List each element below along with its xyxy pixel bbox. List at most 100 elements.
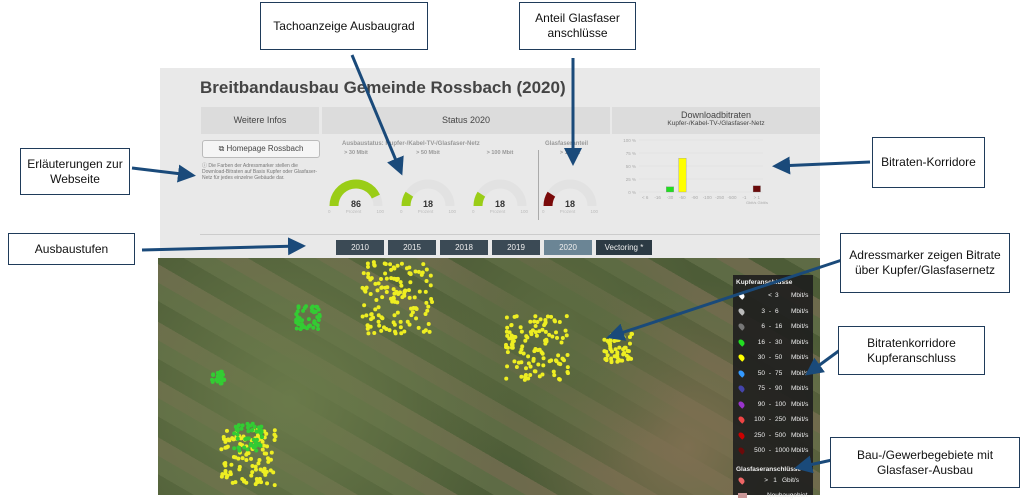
address-marker [272,483,277,488]
legend-sep: - [768,338,772,346]
address-marker [427,329,432,334]
gauge-fill [329,179,380,207]
address-marker [294,326,299,331]
glas-title: Glasfaseranteil [545,141,589,147]
address-marker [417,289,422,294]
address-marker [405,319,410,324]
divider [538,150,539,220]
address-marker [383,285,388,290]
address-marker [522,377,527,382]
x-tick-label: -16 [654,195,661,200]
legend-unit: Mbit/s [791,369,809,377]
address-marker [528,364,533,369]
address-marker [627,341,632,346]
address-marker [524,334,529,339]
address-marker [219,447,224,452]
address-marker [389,267,394,272]
gauge: > 30 Mbit 86 0 Prozent 100 [328,150,384,214]
address-marker [376,305,381,310]
address-marker [532,349,537,354]
address-marker [250,463,255,468]
address-marker [392,313,397,318]
address-marker [626,357,631,362]
address-marker [512,334,517,339]
address-marker [556,353,561,358]
address-marker [393,331,398,336]
address-marker [559,340,564,345]
map-view[interactable] [158,258,820,495]
address-marker [388,296,393,301]
bitrate-chart: 100 %75 %50 %25 %0 %< 6 -16 -30 -50 -90 -100-… [623,138,768,205]
legend-sep: - [768,416,772,424]
legend-unit: Mbit/s [791,338,809,346]
address-marker [533,330,538,335]
address-marker [223,445,228,450]
address-marker [296,305,301,310]
address-marker [249,473,254,478]
gauge-label: > 30 Mbit [344,150,368,156]
gauge-min: 0 [328,209,331,214]
address-marker [372,330,377,335]
address-marker [392,322,397,327]
address-marker [236,423,241,428]
address-marker [392,299,397,304]
year-button-vectoring[interactable]: Vectoring * [596,240,652,255]
address-marker [523,338,528,343]
legend-to: 500 [775,431,786,439]
address-marker [232,446,237,451]
address-marker [388,262,393,267]
address-marker [533,314,538,319]
year-button-2018[interactable]: 2018 [440,240,488,255]
address-marker [272,437,277,442]
address-marker [371,260,376,265]
address-marker [423,289,428,294]
legend-to: 75 [775,369,783,377]
gauge-value: 18 [564,199,575,209]
info-text-content: Die Farben der Adressmarker stellen die … [202,163,318,181]
gauge-fill [473,191,486,207]
address-marker [414,316,419,321]
legend-to: 50 [775,354,783,362]
address-marker [254,476,259,481]
legend-from: 30 [757,354,765,362]
address-marker [221,434,226,439]
address-marker [235,436,240,441]
gauge-fill [543,191,556,207]
legend-sep: - [768,323,772,331]
address-marker [369,276,374,281]
address-marker [535,319,540,324]
x-tick-label: > 1 [754,195,761,200]
address-marker [379,277,384,282]
address-marker [533,369,538,374]
year-button-2019[interactable]: 2019 [492,240,540,255]
legend-to: 1000 [775,447,790,455]
legend-sep: - [768,431,772,439]
address-marker [376,313,381,318]
legend-sep: - [768,400,772,408]
year-button-2020[interactable]: 2020 [544,240,592,255]
address-marker [406,288,411,293]
year-button-2010[interactable]: 2010 [336,240,384,255]
address-marker [377,323,382,328]
address-marker [389,276,394,281]
address-marker [245,450,250,455]
legend-row-glas: >1 Gbit/s [736,473,810,489]
address-marker [411,306,416,311]
gauge: > 50 Mbit 18 0 Prozent 100 [400,150,456,214]
address-marker [627,334,632,339]
legend-sep: - [768,369,772,377]
gauge-value: 86 [350,199,361,209]
homepage-button[interactable]: ⧉ Homepage Rossbach [202,140,320,158]
address-marker [413,269,418,274]
address-marker [538,317,543,322]
gauge-dial [401,179,455,207]
address-marker [269,450,274,455]
callout-tacho: Tachoanzeige Ausbaugrad [260,2,428,50]
legend-row: 16-30 Mbit/s [736,335,810,351]
year-button-2015[interactable]: 2015 [388,240,436,255]
legend-unit: Mbit/s [791,431,809,439]
address-marker [398,325,403,330]
address-marker [399,283,404,288]
x-tick-label: < 6 [642,195,649,200]
address-marker [246,429,251,434]
